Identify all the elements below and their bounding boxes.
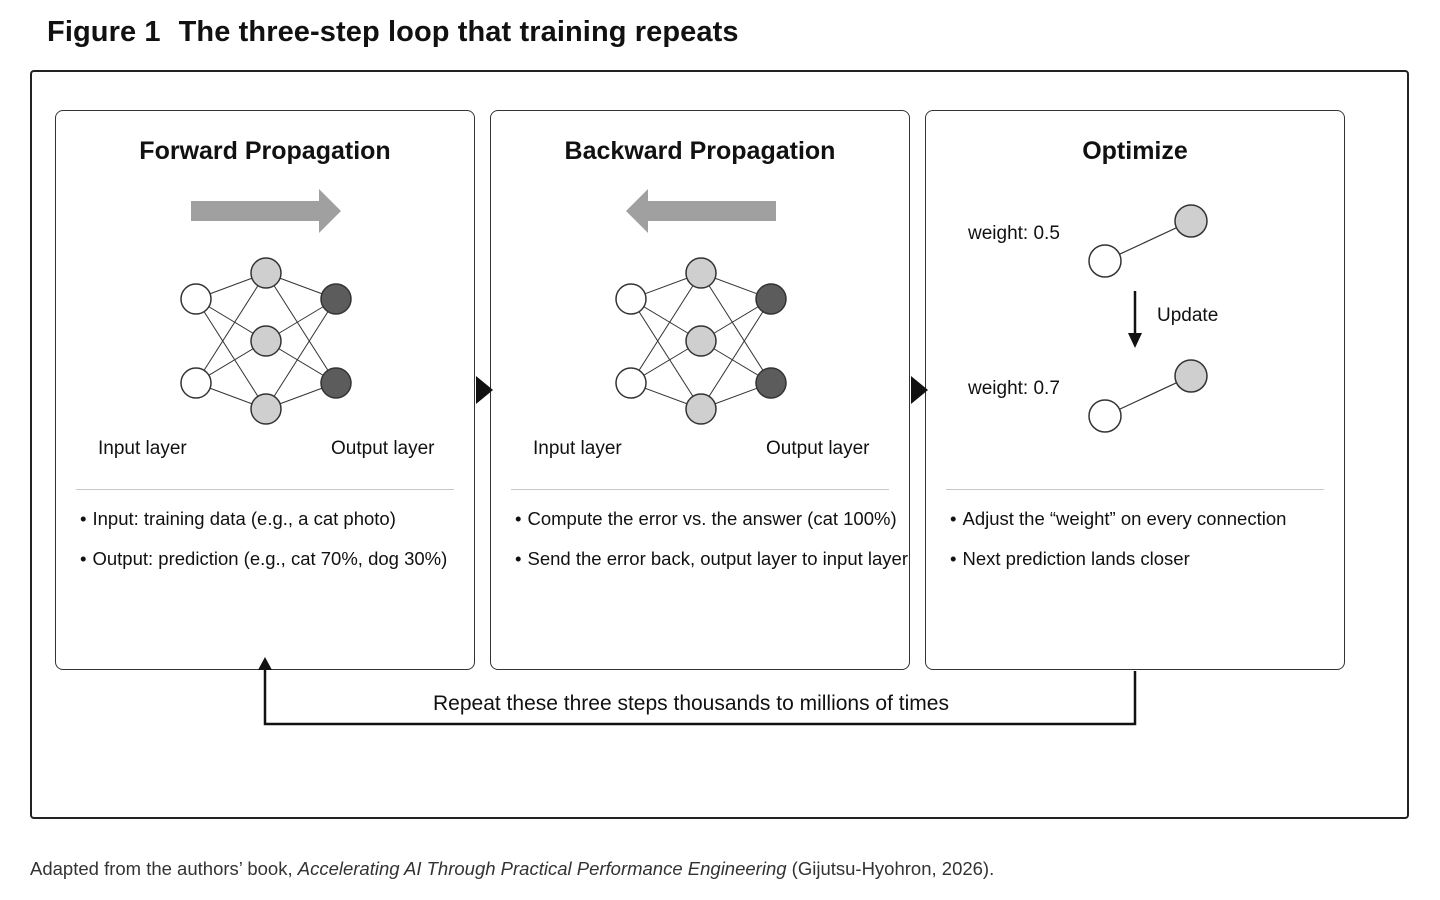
input-layer-label: Input layer: [533, 438, 622, 459]
update-label: Update: [1157, 305, 1219, 326]
optimize-panel: Optimize weight: 0.5 Update weight: 0.7 …: [925, 110, 1345, 670]
bullet-text: Next prediction lands closer: [962, 548, 1190, 569]
forward-network-graphic: [180, 189, 352, 425]
step-connector-arrow: [476, 376, 493, 404]
caption-suffix: (Gijutsu-Hyohron, 2026).: [786, 858, 995, 879]
up-arrow-icon: [258, 657, 272, 670]
hidden-node: [685, 257, 717, 289]
bullet-dot: •: [950, 548, 957, 569]
panel-separator: [511, 489, 889, 490]
input-node: [615, 283, 647, 315]
bullet-dot: •: [515, 548, 522, 569]
panel-separator: [76, 489, 454, 490]
forward-bullet-2: • Output: prediction (e.g., cat 70%, dog …: [80, 548, 447, 570]
output-node: [320, 367, 352, 399]
forward-panel-title: Forward Propagation: [139, 137, 391, 165]
backward-network-graphic: [615, 189, 787, 425]
output-layer-label: Output layer: [331, 438, 435, 459]
optimize-bullet-2: • Next prediction lands closer: [950, 548, 1190, 570]
figure-label: Figure 1: [47, 16, 161, 48]
backward-panel-title: Backward Propagation: [564, 137, 836, 165]
input-node: [180, 367, 212, 399]
step-connector-arrow: [911, 376, 928, 404]
loop-arrow: [258, 657, 1137, 726]
caption-book-title: Accelerating AI Through Practical Perfor…: [297, 858, 787, 879]
backward-bullet-2: • Send the error back, output layer to in…: [515, 548, 908, 570]
output-node: [755, 367, 787, 399]
bullet-text: Output: prediction (e.g., cat 70%, dog 3…: [92, 548, 448, 569]
input-layer-label: Input layer: [98, 438, 187, 459]
optimize-panel-title: Optimize: [1082, 137, 1188, 165]
output-node: [755, 283, 787, 315]
caption-prefix: Adapted from the authors’ book,: [30, 858, 298, 879]
weight-end-node: [1174, 359, 1208, 393]
bullet-text: Input: training data (e.g., a cat photo): [92, 508, 396, 529]
input-node: [615, 367, 647, 399]
bullet-text: Send the error back, output layer to inp…: [527, 548, 908, 569]
output-layer-label: Output layer: [766, 438, 870, 459]
down-arrow-icon: [1128, 291, 1142, 348]
optimize-weight-graphic: [1088, 204, 1208, 433]
hidden-node: [250, 393, 282, 425]
right-arrow-icon: [191, 189, 341, 233]
output-node: [320, 283, 352, 315]
bullet-dot: •: [950, 508, 957, 529]
weight-end-node: [1174, 204, 1208, 238]
bullet-text: Compute the error vs. the answer (cat 10…: [527, 508, 897, 529]
hidden-node: [685, 325, 717, 357]
weight-start-node: [1088, 399, 1122, 433]
backward-propagation-panel: Backward Propagation Input layer Output …: [490, 110, 910, 670]
figure-caption: Adapted from the authors’ book, Accelera…: [30, 858, 994, 880]
input-node: [180, 283, 212, 315]
figure-title-text: The three-step loop that training repeat…: [178, 16, 739, 48]
bullet-dot: •: [80, 508, 87, 529]
hidden-node: [685, 393, 717, 425]
forward-bullet-1: • Input: training data (e.g., a cat photo…: [80, 508, 396, 530]
hidden-node: [250, 325, 282, 357]
panel-separator: [946, 489, 1324, 490]
weight-after-connection: [1088, 359, 1208, 433]
figure-title: Figure 1 The three-step loop that trainin…: [47, 16, 739, 49]
hidden-node: [250, 257, 282, 289]
weight-after-label: weight: 0.7: [968, 378, 1060, 399]
weight-before-label: weight: 0.5: [968, 223, 1060, 244]
diagram-frame: [30, 70, 1409, 819]
weight-before-connection: [1088, 204, 1208, 278]
bullet-text: Adjust the “weight” on every connection: [962, 508, 1287, 529]
optimize-bullet-1: • Adjust the “weight” on every connection: [950, 508, 1286, 530]
weight-start-node: [1088, 244, 1122, 278]
left-arrow-icon: [626, 189, 776, 233]
loop-label: Repeat these three steps thousands to mi…: [433, 692, 949, 715]
bullet-dot: •: [80, 548, 87, 569]
backward-bullet-1: • Compute the error vs. the answer (cat 1…: [515, 508, 897, 530]
bullet-dot: •: [515, 508, 522, 529]
